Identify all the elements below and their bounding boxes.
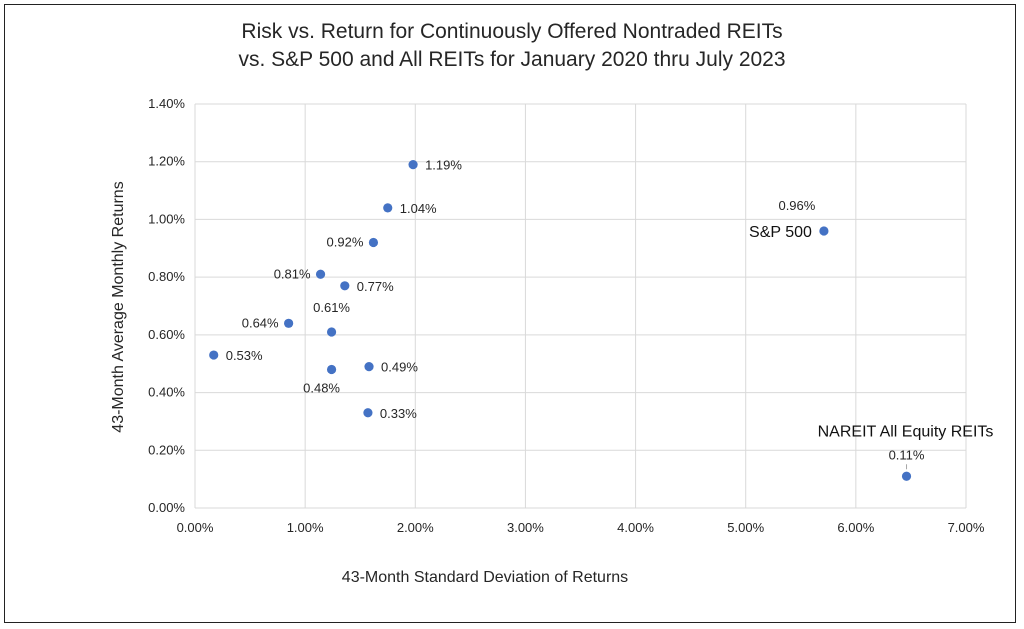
x-tick-label: 2.00%	[397, 520, 434, 535]
x-tick-labels: 0.00% 1.00% 2.00% 3.00% 4.00% 5.00% 6.00% 7.00%	[177, 520, 985, 535]
y-tick-label: 0.60%	[148, 327, 185, 342]
y-axis-title: 43-Month Average Monthly Returns	[110, 181, 127, 432]
x-tick-label: 6.00%	[837, 520, 874, 535]
data-label: 0.96%	[778, 198, 815, 213]
data-label: 0.92%	[327, 235, 364, 250]
data-point	[326, 364, 337, 375]
data-label: 0.77%	[357, 279, 394, 294]
data-labels: 1.19% 1.04% 0.92% 0.81% 0.77% 0.64% 0.61% 0.53%…	[226, 158, 994, 470]
y-tick-label: 0.20%	[148, 442, 185, 457]
x-tick-label: 1.00%	[287, 520, 324, 535]
x-axis-title: 43-Month Standard Deviation of Returns	[342, 569, 628, 586]
y-tick-labels: 0.00% 0.20% 0.40% 0.60% 0.80% 1.00% 1.20% 1.40%	[148, 96, 185, 515]
y-tick-label: 0.80%	[148, 269, 185, 284]
x-tick-label: 3.00%	[507, 520, 544, 535]
data-points	[209, 160, 912, 481]
data-point	[368, 237, 379, 248]
data-point	[408, 160, 418, 170]
data-label: 0.81%	[274, 266, 311, 281]
x-tick-label: 5.00%	[727, 520, 764, 535]
data-point	[284, 318, 294, 328]
x-tick-label: 0.00%	[177, 520, 214, 535]
data-label: 0.64%	[242, 315, 279, 330]
data-label: 1.04%	[400, 201, 437, 216]
data-label: 0.61%	[313, 300, 350, 315]
y-tick-label: 0.00%	[148, 500, 185, 515]
chart-frame	[4, 4, 1016, 623]
series-name-label: NAREIT All Equity REITs	[818, 423, 994, 440]
data-point	[901, 471, 912, 481]
data-point	[209, 350, 219, 360]
data-label: 0.49%	[381, 360, 418, 375]
data-point	[364, 362, 374, 372]
data-point	[315, 269, 326, 279]
chart-title-line1: Risk vs. Return for Continuously Offered…	[241, 20, 783, 43]
data-point	[340, 281, 350, 291]
x-tick-label: 7.00%	[948, 520, 985, 535]
x-tick-label: 4.00%	[617, 520, 654, 535]
gridlines	[194, 103, 967, 509]
y-tick-label: 1.00%	[148, 211, 185, 226]
data-point	[326, 327, 337, 337]
y-tick-label: 0.40%	[148, 385, 185, 400]
y-tick-label: 1.20%	[148, 154, 185, 169]
data-label: 0.48%	[303, 380, 340, 395]
y-tick-label: 1.40%	[148, 96, 185, 111]
data-label: 0.11%	[889, 447, 925, 462]
data-point	[363, 408, 373, 418]
data-label: 0.53%	[226, 348, 263, 363]
data-label: 1.19%	[425, 158, 462, 173]
series-name-label: S&P 500	[749, 224, 812, 241]
data-label: 0.33%	[380, 406, 417, 421]
data-point	[819, 226, 829, 236]
chart-title-line2: vs. S&P 500 and All REITs for January 20…	[238, 48, 786, 71]
data-point	[383, 203, 393, 213]
